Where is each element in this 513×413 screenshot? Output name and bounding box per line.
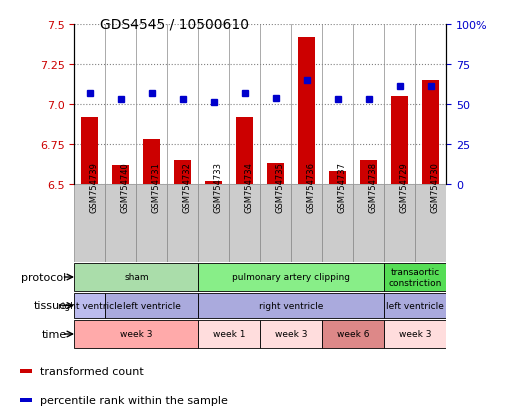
Text: sham: sham bbox=[124, 273, 149, 282]
Text: left ventricle: left ventricle bbox=[123, 301, 181, 310]
Bar bbox=[384, 293, 446, 318]
Bar bbox=[384, 263, 446, 292]
Bar bbox=[82, 118, 98, 185]
Bar bbox=[322, 320, 384, 348]
Text: GSM754736: GSM754736 bbox=[307, 161, 316, 212]
Bar bbox=[291, 185, 322, 262]
Bar bbox=[174, 161, 191, 185]
Bar bbox=[205, 181, 222, 185]
Bar bbox=[199, 293, 384, 318]
Text: GSM754740: GSM754740 bbox=[121, 161, 130, 212]
Text: GSM754734: GSM754734 bbox=[245, 161, 254, 212]
Text: week 3: week 3 bbox=[120, 330, 153, 339]
Text: pulmonary artery clipping: pulmonary artery clipping bbox=[232, 273, 350, 282]
Text: GSM754729: GSM754729 bbox=[400, 161, 409, 212]
Bar bbox=[167, 185, 199, 262]
Text: protocol: protocol bbox=[22, 272, 67, 282]
Text: GSM754732: GSM754732 bbox=[183, 161, 192, 212]
Bar bbox=[267, 164, 284, 185]
Bar bbox=[136, 185, 167, 262]
Text: GSM754731: GSM754731 bbox=[152, 161, 161, 212]
Text: week 3: week 3 bbox=[275, 330, 308, 339]
Bar bbox=[360, 161, 378, 185]
Text: GSM754737: GSM754737 bbox=[338, 161, 347, 212]
Bar bbox=[112, 165, 129, 185]
Bar bbox=[236, 118, 253, 185]
Text: percentile rank within the sample: percentile rank within the sample bbox=[40, 395, 228, 405]
Bar bbox=[322, 185, 353, 262]
Bar bbox=[199, 263, 384, 292]
Text: GSM754730: GSM754730 bbox=[431, 161, 440, 212]
Text: transaortic
constriction: transaortic constriction bbox=[389, 268, 442, 287]
Text: right ventricle: right ventricle bbox=[259, 301, 324, 310]
Bar bbox=[20, 369, 32, 373]
Text: time: time bbox=[42, 329, 67, 339]
Bar bbox=[199, 185, 229, 262]
Bar bbox=[329, 172, 346, 185]
Bar bbox=[74, 320, 199, 348]
Text: transformed count: transformed count bbox=[40, 366, 144, 376]
Bar bbox=[74, 185, 105, 262]
Bar bbox=[143, 140, 161, 185]
Text: tissue: tissue bbox=[34, 301, 67, 311]
Bar bbox=[391, 97, 408, 185]
Bar bbox=[229, 185, 260, 262]
Text: GSM754733: GSM754733 bbox=[214, 161, 223, 212]
Text: left ventricle: left ventricle bbox=[386, 301, 444, 310]
Bar bbox=[384, 185, 416, 262]
Text: right ventricle: right ventricle bbox=[57, 301, 122, 310]
Bar bbox=[260, 185, 291, 262]
Bar bbox=[299, 38, 315, 185]
Text: GSM754735: GSM754735 bbox=[276, 161, 285, 212]
Text: GSM754739: GSM754739 bbox=[90, 161, 99, 212]
Text: GDS4545 / 10500610: GDS4545 / 10500610 bbox=[100, 18, 249, 32]
Bar bbox=[105, 293, 199, 318]
Text: GSM754738: GSM754738 bbox=[369, 161, 378, 212]
Bar bbox=[416, 185, 446, 262]
Bar bbox=[74, 293, 105, 318]
Bar bbox=[422, 81, 439, 185]
Text: week 1: week 1 bbox=[213, 330, 246, 339]
Bar bbox=[260, 320, 322, 348]
Bar bbox=[20, 398, 32, 402]
Bar bbox=[105, 185, 136, 262]
Bar bbox=[353, 185, 384, 262]
Bar bbox=[199, 320, 260, 348]
Text: week 6: week 6 bbox=[337, 330, 369, 339]
Bar bbox=[384, 320, 446, 348]
Bar bbox=[74, 263, 199, 292]
Text: week 3: week 3 bbox=[399, 330, 431, 339]
